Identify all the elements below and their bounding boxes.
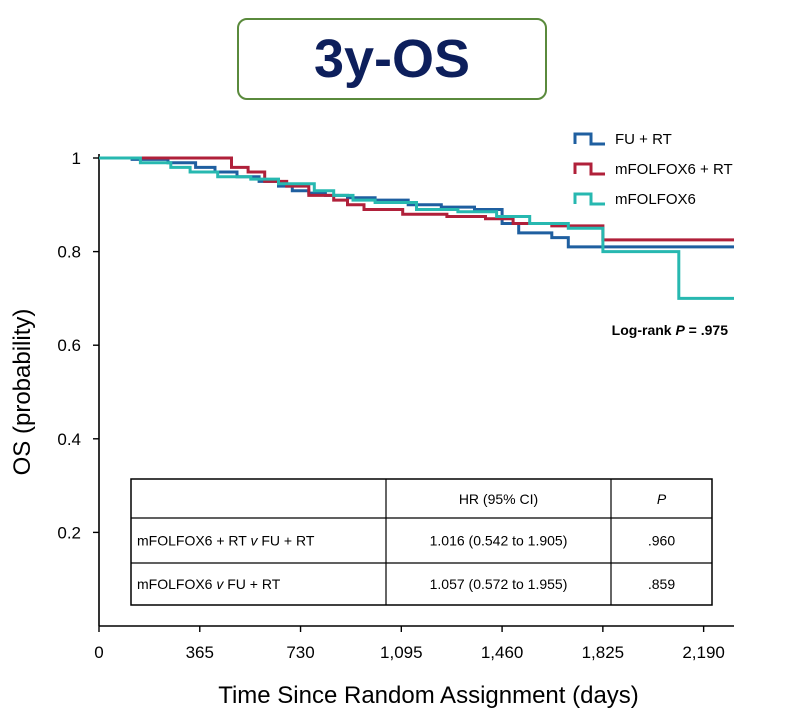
legend-item-3: mFOLFOX6 xyxy=(573,191,696,208)
log-rank-annotation: Log-rank P = .975 xyxy=(612,322,729,338)
y-tick-label: 0.4 xyxy=(57,430,81,449)
legend-label-2: mFOLFOX6 + RT xyxy=(615,161,733,178)
table-row-hr-2: 1.057 (0.572 to 1.955) xyxy=(430,576,568,592)
x-tick-label: 1,460 xyxy=(481,643,524,662)
y-tick-label: 0.8 xyxy=(57,243,81,262)
annotation-group: Log-rank P = .975 xyxy=(612,322,729,338)
x-tick-label: 2,190 xyxy=(682,643,725,662)
legend-label-1: FU + RT xyxy=(615,131,672,148)
legend-label-3: mFOLFOX6 xyxy=(615,191,696,208)
table-header-hr: HR (95% CI) xyxy=(459,491,538,507)
chart-title-box: 3y-OS xyxy=(237,18,547,100)
y-tick-label: 1 xyxy=(72,149,81,168)
axes: 0 365 730 1,095 1,460 1,825 2,190 0.2 0.4 0.6 0.8 1… xyxy=(9,149,734,709)
table-row-label-2: mFOLFOX6 v FU + RT xyxy=(137,576,281,592)
table-row-hr-1: 1.016 (0.542 to 1.905) xyxy=(430,533,568,549)
survival-curve-2 xyxy=(99,156,734,242)
legend-swatch-1 xyxy=(573,132,605,146)
table-header-p: P xyxy=(657,491,667,507)
legend: FU + RT mFOLFOX6 + RT mFOLFOX6 xyxy=(573,131,733,208)
table-frame xyxy=(130,478,713,606)
x-tick-label: 1,825 xyxy=(582,643,625,662)
y-axis-title: OS (probability) xyxy=(9,309,36,476)
legend-item-1: FU + RT xyxy=(573,131,672,148)
x-axis-title: Time Since Random Assignment (days) xyxy=(218,682,639,709)
survival-curve-3 xyxy=(99,156,734,300)
curves xyxy=(99,156,734,300)
table-row-p-2: .859 xyxy=(648,576,675,592)
y-tick-label: 0.2 xyxy=(57,523,81,542)
x-tick-label: 0 xyxy=(94,643,103,662)
table-row-label-1: mFOLFOX6 + RT v FU + RT xyxy=(137,533,315,549)
y-tick-label: 0.6 xyxy=(57,336,81,355)
x-tick-label: 730 xyxy=(286,643,314,662)
legend-swatch-2 xyxy=(573,162,605,176)
table-row-p-1: .960 xyxy=(648,533,675,549)
x-tick-label: 365 xyxy=(186,643,214,662)
x-tick-label: 1,095 xyxy=(380,643,423,662)
chart-title: 3y-OS xyxy=(313,29,471,89)
legend-item-2: mFOLFOX6 + RT xyxy=(573,161,733,178)
legend-swatch-3 xyxy=(573,192,605,206)
